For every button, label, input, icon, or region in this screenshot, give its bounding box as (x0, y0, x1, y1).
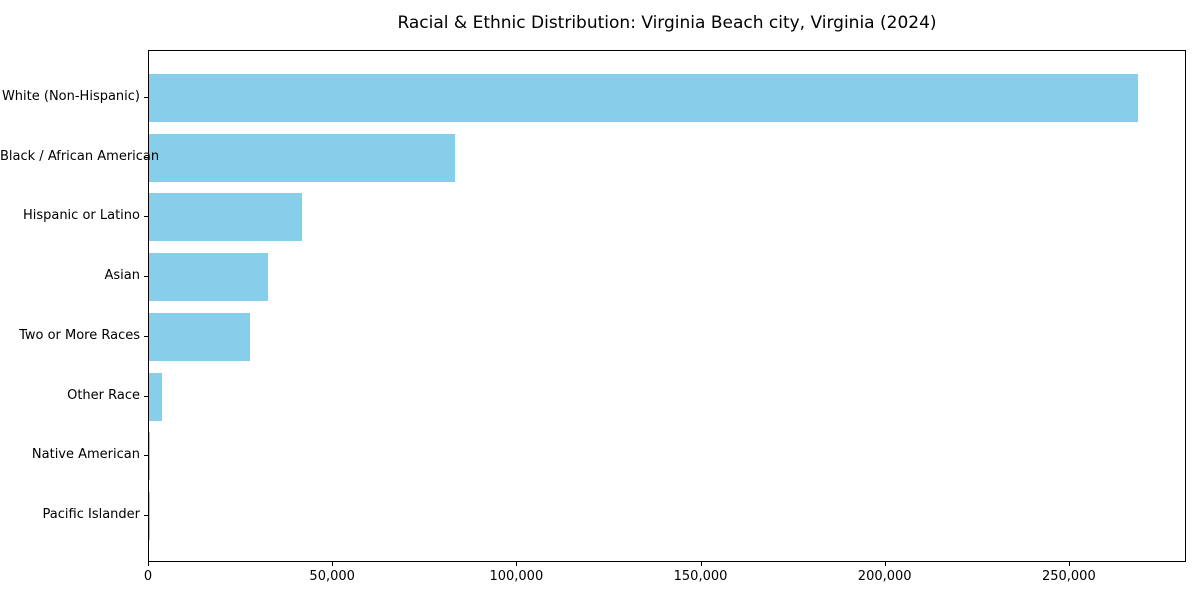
x-tick-label: 50,000 (309, 569, 355, 584)
y-tick-mark (144, 216, 148, 218)
y-tick-mark (144, 515, 148, 516)
chart-title: Racial & Ethnic Distribution: Virginia B… (397, 13, 937, 33)
x-tick-mark (700, 562, 702, 566)
y-tick-mark (144, 455, 148, 457)
x-tick-mark (332, 562, 334, 566)
y-tick-label-asian: Asian (104, 268, 140, 284)
x-tick-label: 100,000 (489, 569, 544, 584)
y-tick-label-black-african-american: Black / African American (0, 148, 160, 164)
plot-area (148, 50, 1186, 562)
bar-asian (149, 253, 269, 302)
bar-native-american (149, 432, 151, 481)
bar-white-non-hispanic (149, 74, 1138, 122)
y-tick-label-two-or-more-races: Two or More Races (19, 327, 140, 343)
bar-other-race (149, 372, 162, 421)
x-tick-label: 200,000 (857, 569, 912, 584)
x-tick-label: 250,000 (1041, 569, 1096, 584)
y-tick-mark (144, 395, 148, 397)
y-tick-label-pacific-islander: Pacific Islander (42, 507, 140, 522)
y-tick-label-other-race: Other Race (67, 387, 140, 403)
y-tick-mark (144, 276, 148, 278)
y-tick-mark (144, 156, 148, 158)
y-tick-label-white-non-hispanic: White (Non-Hispanic) (1, 89, 140, 104)
bar-two-or-more-races (149, 312, 250, 361)
bar-pacific-islander (149, 492, 150, 540)
x-tick-mark (516, 562, 518, 566)
y-tick-label-hispanic-or-latino: Hispanic or Latino (22, 208, 140, 224)
y-tick-label-native-american: Native American (31, 447, 140, 463)
x-tick-mark (148, 562, 149, 566)
x-tick-label: 150,000 (673, 569, 728, 584)
x-tick-label: 0 (143, 569, 153, 584)
x-tick-mark (884, 562, 886, 566)
bar-black-african-american (149, 133, 456, 182)
bar-hispanic-or-latino (149, 193, 303, 242)
y-tick-mark (144, 97, 148, 98)
y-tick-mark (144, 335, 148, 337)
x-tick-mark (1068, 562, 1070, 566)
